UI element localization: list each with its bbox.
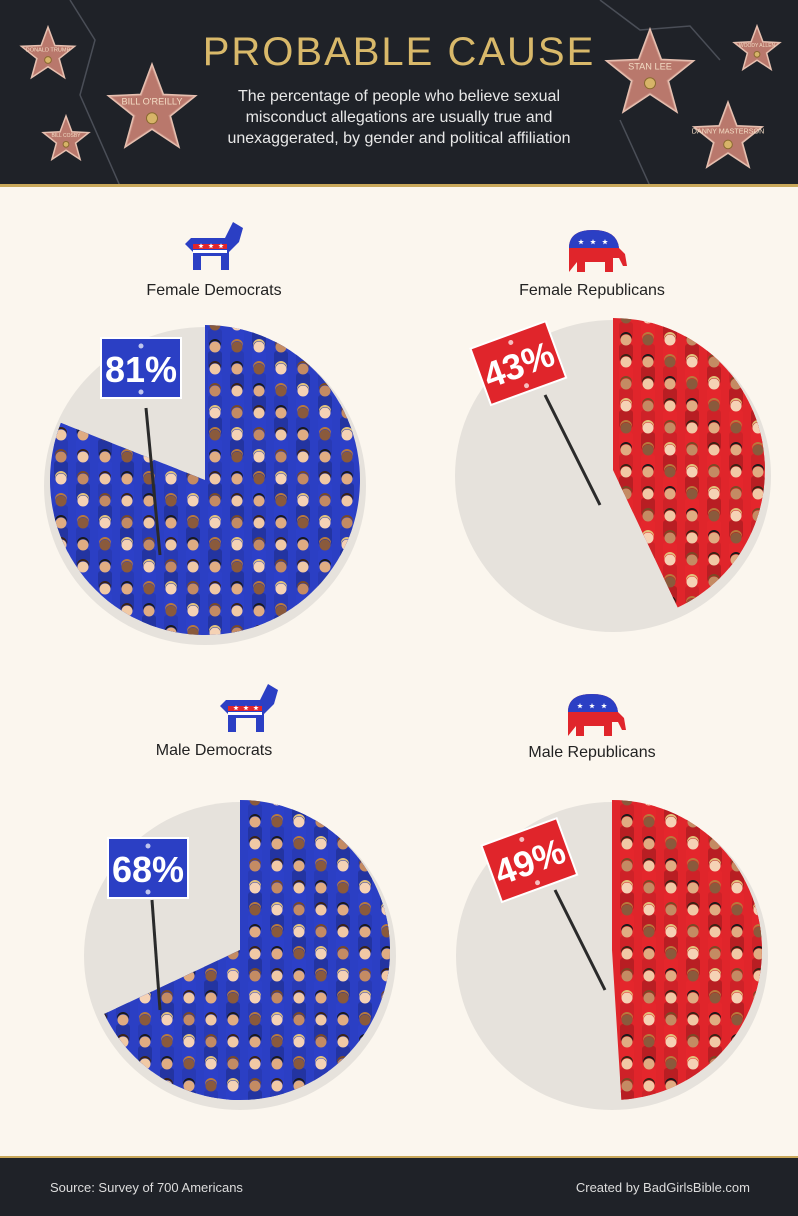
panel-label-male-democrats: Male Democrats	[155, 742, 273, 759]
star-name: STAN LEE	[628, 61, 672, 71]
credit-link[interactable]: Created by BadGirlsBible.com	[575, 1180, 750, 1195]
percentage-sign: 68%	[107, 837, 189, 899]
panel-label-male-republicans: Male Republicans	[528, 744, 656, 761]
walk-of-fame-star: DONALD TRUMP	[19, 24, 77, 80]
star-name: BILL O'REILLY	[122, 96, 183, 106]
footer: Source: Survey of 700 Americans Created …	[0, 1158, 798, 1216]
walk-of-fame-star: STAN LEE	[604, 26, 696, 114]
elephant-icon	[568, 694, 626, 736]
header-rule	[0, 184, 798, 187]
walk-of-fame-star: DANNY MASTERSON	[692, 99, 765, 169]
percentage-label: 81%	[105, 349, 177, 390]
pie-panel: 68%	[84, 684, 396, 1110]
footer-rule	[0, 1156, 798, 1159]
panel-label-female-republicans: Female Republicans	[519, 282, 665, 299]
percentage-label: 68%	[112, 849, 184, 890]
donkey-icon	[220, 684, 278, 732]
percentage-sign: 49%	[480, 816, 579, 904]
panel-label-female-democrats: Female Democrats	[146, 282, 282, 299]
star-name: WOODY ALLEN	[739, 43, 776, 49]
star-name: DONALD TRUMP	[26, 48, 71, 54]
source-note: Source: Survey of 700 Americans	[50, 1180, 243, 1195]
percentage-sign: 81%	[100, 337, 182, 399]
donkey-icon	[185, 222, 243, 270]
header-banner: DONALD TRUMP BILL O'REILLY BILL COSBY STAN …	[0, 0, 798, 186]
chart-area: 81% 43% 68% 49%	[44, 222, 771, 1110]
walk-of-fame-background: DONALD TRUMP BILL O'REILLY BILL COSBY STAN …	[19, 0, 782, 186]
page-subtitle: The percentage of people who believe sex…	[227, 88, 571, 147]
sign-pole	[150, 899, 162, 1011]
star-name: DANNY MASTERSON	[692, 127, 765, 136]
sign-pole	[553, 889, 607, 991]
star-name: BILL COSBY	[52, 133, 82, 139]
walk-of-fame-star: WOODY ALLEN	[732, 23, 782, 72]
percentage-sign: 43%	[469, 319, 568, 407]
sign-pole	[144, 407, 162, 556]
page-title: PROBABLE CAUSE	[202, 30, 596, 74]
sign-pole	[543, 394, 602, 506]
elephant-icon	[569, 230, 627, 272]
walk-of-fame-star: BILL COSBY	[41, 113, 91, 162]
walk-of-fame-star: BILL O'REILLY	[106, 61, 198, 149]
